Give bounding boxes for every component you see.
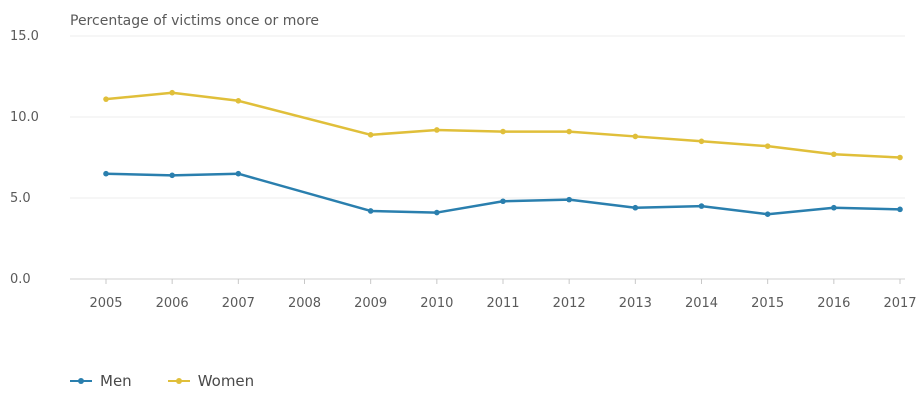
legend-label-women: Women [197, 372, 255, 390]
x-tick-label: 2014 [685, 296, 718, 311]
x-tick-label: 2009 [354, 296, 387, 311]
x-tick-label: 2012 [553, 296, 586, 311]
grid-lines [70, 35, 905, 280]
x-tick-label: 2010 [420, 296, 453, 311]
x-tick-label: 2008 [288, 296, 321, 311]
y-axis-ticks: 0.0 5.0 10.0 15.0 [10, 29, 39, 287]
y-tick-label: 10.0 [10, 110, 39, 125]
data-point-men-2015 [764, 211, 771, 217]
data-point-men-2017 [897, 206, 903, 213]
data-point-women-2009 [367, 132, 374, 138]
data-point-men-2011 [500, 198, 506, 205]
x-tick-label: 2015 [751, 296, 784, 311]
data-point-men-2005 [103, 170, 109, 177]
data-point-women-2010 [434, 127, 440, 133]
data-point-women-2016 [831, 151, 837, 158]
legend-label-men: Men [100, 372, 132, 390]
x-tick-label: 2007 [222, 296, 255, 311]
data-point-women-2005 [103, 96, 109, 102]
x-axis-ticks: 2005 2006 2007 2008 2009 2010 2011 2012 2013 2014… [89, 279, 917, 311]
data-point-women-2015 [764, 143, 771, 149]
data-point-women-2007 [235, 98, 242, 104]
x-tick-label: 2016 [817, 296, 850, 311]
y-tick-label: 15.0 [10, 29, 39, 44]
y-tick-label: 5.0 [10, 191, 31, 206]
x-tick-label: 2017 [883, 296, 916, 311]
x-tick-label: 2013 [619, 296, 652, 311]
data-point-women-2014 [698, 138, 705, 145]
data-point-women-2017 [897, 154, 903, 161]
y-tick-label: 0.0 [10, 272, 31, 287]
legend-swatch-women [167, 375, 190, 387]
data-point-women-2013 [632, 133, 639, 140]
data-point-men-2012 [566, 196, 572, 203]
data-point-men-2014 [698, 203, 705, 209]
legend-item-women: Women [167, 372, 255, 390]
series-line-women [105, 91, 901, 159]
data-point-women-2006 [169, 89, 175, 96]
legend-swatch-men [70, 375, 92, 387]
series-group [103, 89, 903, 217]
legend-item-men: Men [70, 372, 132, 390]
data-point-women-2012 [566, 128, 572, 135]
chart-title: Percentage of victims once or more [70, 13, 319, 29]
data-point-men-2013 [632, 204, 639, 211]
legend: Men Women [70, 372, 254, 390]
data-point-men-2009 [367, 208, 374, 214]
data-point-men-2007 [235, 170, 242, 177]
x-tick-label: 2006 [156, 296, 189, 311]
data-point-men-2016 [831, 204, 837, 211]
data-point-women-2011 [500, 128, 506, 135]
data-point-men-2006 [169, 172, 175, 179]
x-tick-label: 2011 [486, 296, 519, 311]
series-line-men [105, 172, 901, 216]
x-tick-label: 2005 [89, 296, 122, 311]
data-point-men-2010 [434, 209, 440, 216]
